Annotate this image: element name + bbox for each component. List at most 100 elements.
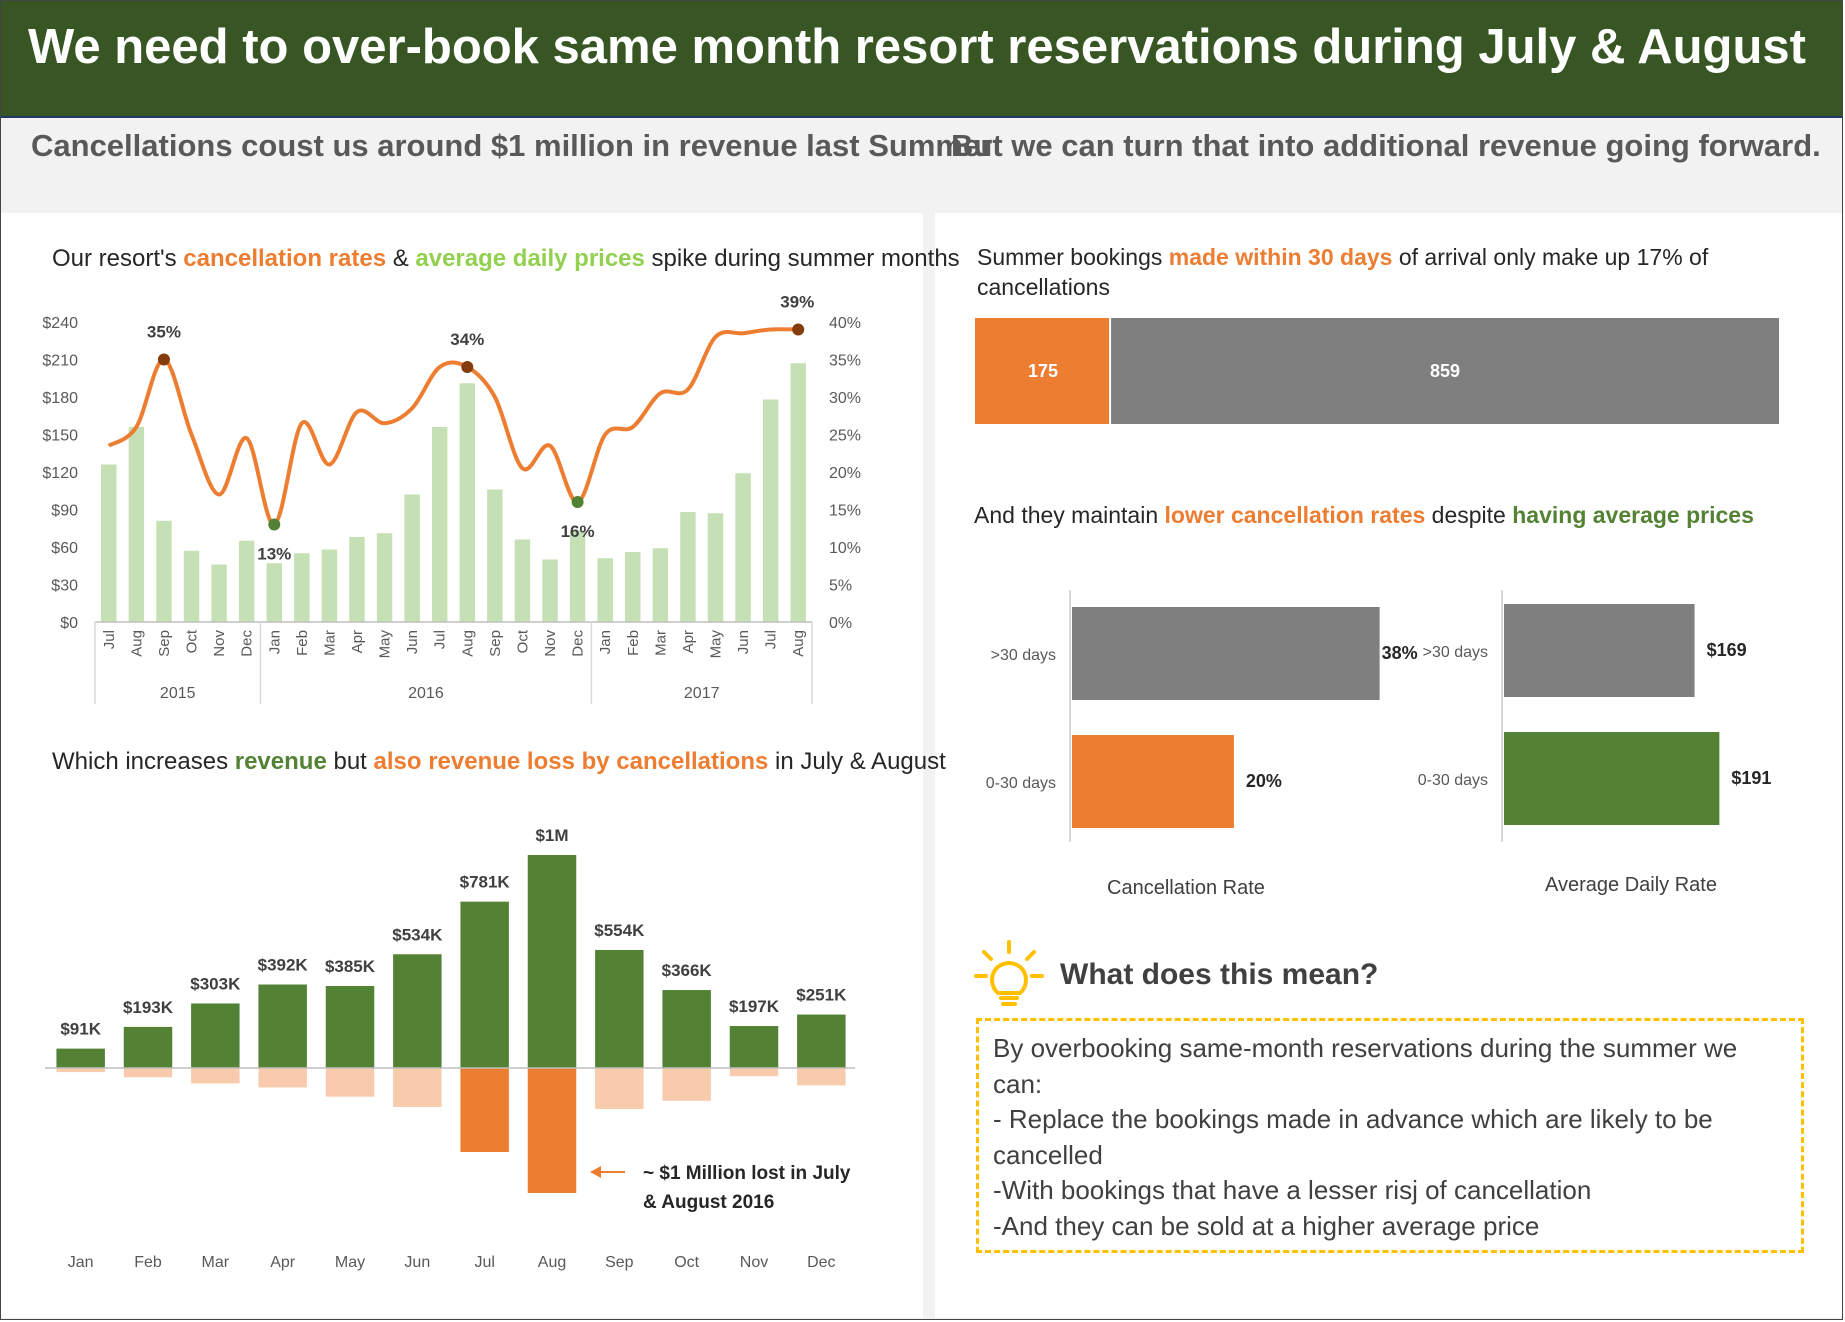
chart2-title-part: but <box>326 748 374 775</box>
share-segment <box>1111 318 1779 424</box>
price-bar <box>266 563 282 622</box>
y-tick-label-right: 15% <box>829 503 861 520</box>
price-bar <box>652 548 669 622</box>
x-tick-label: Jan <box>597 630 614 654</box>
chart1-title-part: & <box>386 245 416 272</box>
loss-bar <box>56 1068 105 1073</box>
chart1-title-prices: average daily prices <box>415 245 645 272</box>
comparison-bar <box>1504 604 1695 697</box>
x-tick-label: Sep <box>156 630 173 657</box>
x-tick-label: May <box>707 630 724 659</box>
x-tick-label: Feb <box>294 630 311 656</box>
price-bar <box>597 558 613 622</box>
y-tick-label-left: $180 <box>42 390 78 407</box>
x-tick-label: Jun <box>735 630 752 654</box>
cancellation-price-chart: $0 $30 $60 $90 $120 $150 $180 $210 $240 0% 5% 10% 15… <box>42 293 861 704</box>
year-label: 2015 <box>160 685 196 702</box>
meaning-line: By overbooking same-month reservations d… <box>993 1033 1738 1099</box>
month-label: Nov <box>740 1254 768 1271</box>
rate-data-label: 35% <box>147 323 181 342</box>
revenue-data-label: $385K <box>325 957 376 976</box>
revenue-loss-chart: $91K $193K $303K $392K $385K $534K $781K $1M $55… <box>45 826 855 1271</box>
meaning-box: By overbooking same-month reservations d… <box>976 1018 1804 1253</box>
chart3-title-highlight: made within 30 days <box>1168 244 1393 270</box>
axis-title: Cancellation Rate <box>1107 877 1265 899</box>
x-tick-label: Mar <box>321 630 338 656</box>
lightbulb-icon <box>974 940 1044 1006</box>
rate-data-label: 34% <box>450 330 484 349</box>
x-tick-label: Nov <box>211 630 228 657</box>
price-bar <box>514 539 531 622</box>
loss-bar <box>797 1068 846 1086</box>
y-tick-label-left: $30 <box>51 578 78 595</box>
x-tick-label: Jul <box>432 630 449 649</box>
loss-bar <box>191 1068 240 1084</box>
x-tick-label: Aug <box>128 630 145 657</box>
chart4-title-cancellation: lower cancellation rates <box>1164 502 1426 528</box>
price-bar <box>376 533 393 622</box>
month-label: Mar <box>202 1254 230 1271</box>
price-bar <box>404 494 420 622</box>
price-bar <box>128 427 145 622</box>
loss-bar <box>595 1068 644 1109</box>
chart2-title: Which increases revenue but also revenue… <box>52 748 946 776</box>
share-segment <box>975 318 1110 424</box>
y-tick-label-right: 30% <box>829 390 861 407</box>
month-label: Jan <box>68 1254 94 1271</box>
revenue-data-label: $303K <box>190 974 241 993</box>
month-label: Oct <box>674 1254 699 1271</box>
subtitle-right: But we can turn that into additional rev… <box>951 128 1821 163</box>
comparison-bar <box>1504 732 1720 825</box>
y-tick-label-right: 25% <box>829 428 861 445</box>
cancellation-rate-line <box>107 327 799 527</box>
header-banner: We need to over-book same month resort r… <box>1 1 1842 118</box>
chart3-title-part: of arrival only make up 17% of <box>1392 244 1709 270</box>
chart1-title: Our resort's cancellation rates & averag… <box>52 245 960 273</box>
x-tick-label: Aug <box>790 630 807 657</box>
chart4-title-prices: having average prices <box>1512 502 1754 528</box>
loss-annotation: & August 2016 <box>643 1192 774 1213</box>
chart2-title-loss: also revenue loss by cancellations <box>373 748 769 775</box>
price-bar <box>294 553 310 622</box>
revenue-bar <box>729 1026 779 1068</box>
year-label: 2017 <box>684 685 720 702</box>
y-tick-label-right: 35% <box>829 353 861 370</box>
comparison-bar <box>1072 607 1380 700</box>
comparison-data-label: $191 <box>1731 768 1771 788</box>
chart2-title-revenue: revenue <box>234 748 327 775</box>
price-bar <box>735 473 751 622</box>
revenue-bar <box>393 954 442 1068</box>
x-tick-label: Jul <box>101 630 118 649</box>
rate-data-label: 16% <box>561 522 595 541</box>
price-bar <box>238 540 255 622</box>
rate-marker <box>792 323 805 336</box>
loss-bar <box>393 1068 442 1107</box>
y-tick-label-right: 0% <box>829 615 852 632</box>
chart1-title-part: spike during summer months <box>644 245 960 272</box>
y-tick-label-right: 10% <box>829 540 861 557</box>
revenue-bar <box>797 1014 846 1068</box>
price-bar <box>680 512 696 622</box>
revenue-data-label: $193K <box>123 998 174 1017</box>
loss-bar <box>325 1068 375 1097</box>
y-tick-label-left: $150 <box>42 428 78 445</box>
revenue-bar <box>325 985 375 1068</box>
y-tick-label-right: 5% <box>829 578 852 595</box>
chart3-title: Summer bookings made within 30 days of a… <box>977 242 1708 302</box>
price-bar <box>156 520 172 622</box>
revenue-bar <box>527 855 577 1068</box>
revenue-data-label: $91K <box>60 1020 101 1039</box>
rate-marker <box>571 496 584 508</box>
month-label: Sep <box>605 1254 634 1271</box>
loss-bar <box>662 1068 711 1101</box>
booking-share-chart: 175 859 <box>975 318 1779 424</box>
subtitle-left: Cancellations coust us around $1 million… <box>31 128 993 163</box>
x-tick-label: Feb <box>625 630 642 656</box>
price-bar <box>183 550 200 622</box>
chart3-title-part: cancellations <box>977 274 1110 300</box>
loss-bar <box>729 1068 779 1077</box>
meaning-line: - Replace the bookings made in advance w… <box>993 1104 1713 1170</box>
price-bar <box>211 564 227 622</box>
category-label: >30 days <box>991 647 1056 664</box>
month-label: Apr <box>270 1254 296 1271</box>
